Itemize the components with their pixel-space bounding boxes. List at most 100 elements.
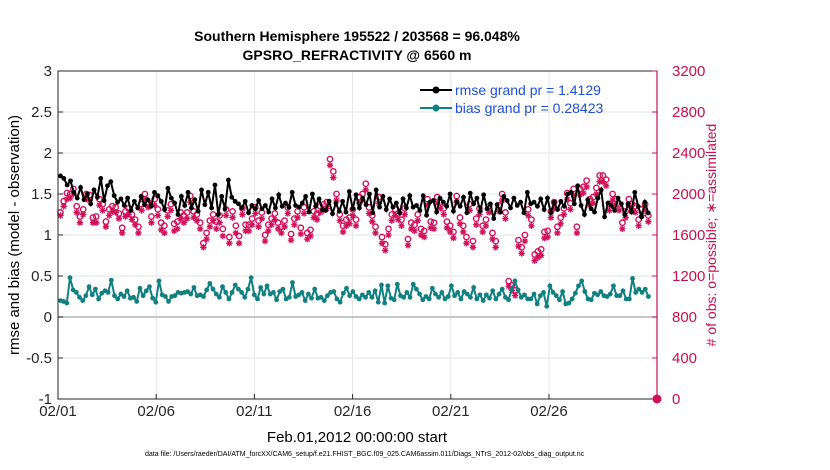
- rmse-point: [61, 176, 67, 181]
- rmse-point: [286, 204, 292, 210]
- obs-assimilated-marker: [144, 204, 152, 211]
- y2-tick-label: 1200: [672, 268, 705, 285]
- obs-assimilated-marker: [291, 221, 298, 228]
- bias-point: [496, 291, 502, 297]
- obs-assimilated-marker: [177, 215, 184, 222]
- obs-assimilated-marker: [395, 216, 402, 223]
- obs-assimilated-marker: [599, 178, 607, 185]
- obs-assimilated-marker: [242, 227, 249, 235]
- bias-point: [251, 292, 257, 298]
- obs-assimilated-marker: [196, 225, 204, 233]
- rmse-point: [561, 203, 567, 209]
- y-tick-label: 0: [44, 309, 52, 326]
- obs-assimilated-marker: [521, 237, 529, 245]
- obs-assimilated-marker: [391, 212, 399, 219]
- rmse-point: [262, 203, 268, 208]
- rmse-point: [155, 193, 161, 199]
- legend-bias-label: bias grand pr = 0.28423: [455, 100, 603, 116]
- obs-assimilated-marker: [372, 229, 379, 237]
- rmse-point: [333, 200, 339, 206]
- obs-assimilated-marker: [547, 214, 555, 221]
- bias-point: [210, 286, 216, 292]
- bias-point: [140, 293, 146, 299]
- obs-assimilated-marker: [112, 209, 119, 216]
- rmse-point: [518, 199, 524, 205]
- rmse-point: [541, 207, 547, 212]
- bias-point: [112, 293, 117, 299]
- rmse-point: [370, 210, 376, 216]
- obs-assimilated-marker: [216, 219, 223, 226]
- obs-assimilated-marker: [424, 202, 431, 209]
- bias-point: [105, 290, 111, 295]
- bias-point: [611, 283, 616, 289]
- bias-point: [290, 280, 295, 285]
- rmse-point: [175, 212, 181, 217]
- rmse-point: [336, 208, 342, 214]
- rmse-point: [602, 214, 607, 220]
- y-tick-label: 1: [44, 227, 52, 244]
- obs-assimilated-marker: [518, 250, 525, 257]
- obs-possible-marker: [596, 172, 604, 179]
- bias-point: [455, 290, 461, 295]
- rmse-point: [477, 208, 483, 214]
- bias-point: [436, 294, 442, 300]
- obs-assimilated-marker: [346, 220, 353, 227]
- obs-assimilated-marker: [466, 207, 473, 214]
- bias-point: [452, 293, 457, 299]
- bias-point: [264, 283, 270, 289]
- rmse-point: [152, 189, 157, 195]
- bias-point: [220, 284, 225, 290]
- bias-point: [477, 292, 483, 298]
- x-axis-ticks: 02/01 02/06 02/11 02/16 02/21 02/26: [39, 394, 568, 420]
- obs-possible-marker: [404, 235, 412, 243]
- obs-assimilated-marker: [645, 218, 652, 225]
- legend-rmse-marker: [432, 86, 440, 94]
- bias-point: [375, 299, 381, 305]
- obs-assimilated-marker: [274, 225, 282, 233]
- rmse-point: [299, 200, 305, 206]
- bias-point: [579, 278, 585, 284]
- obs-assimilated-marker: [164, 213, 171, 220]
- rmse-point: [608, 203, 614, 208]
- bias-point: [512, 278, 518, 284]
- bias-point: [245, 286, 251, 292]
- rmse-point: [642, 199, 648, 205]
- bias-point: [89, 292, 95, 298]
- obs-assimilated-marker: [79, 211, 87, 218]
- obs-assimilated-marker: [463, 240, 470, 247]
- rmse-point: [81, 197, 87, 203]
- rmse-point: [481, 192, 487, 198]
- obs-possible-marker: [203, 229, 211, 237]
- x-tick-label: 02/01: [39, 403, 77, 420]
- bias-point: [417, 291, 422, 297]
- obs-assimilated-marker: [63, 195, 71, 203]
- rmse-point: [464, 210, 470, 216]
- obs-possible-marker: [209, 211, 217, 218]
- rmse-point: [121, 203, 127, 208]
- bias-point: [162, 294, 168, 299]
- rmse-point: [232, 198, 238, 204]
- obs-possible-marker: [271, 210, 279, 217]
- bias-point: [493, 296, 499, 302]
- rmse-point: [377, 204, 382, 210]
- rmse-point: [209, 205, 214, 211]
- obs-possible-marker: [469, 237, 477, 245]
- obs-possible-marker: [378, 233, 386, 241]
- bias-point: [569, 296, 575, 302]
- obs-possible-marker: [261, 231, 269, 239]
- obs-assimilated-marker: [388, 217, 395, 224]
- rmse-point: [242, 198, 248, 204]
- x-axis-label: Feb.01,2012 00:00:00 start: [267, 429, 448, 446]
- bias-point: [363, 294, 368, 300]
- obs-assimilated-marker: [589, 200, 597, 207]
- obs-assimilated-marker: [265, 227, 272, 235]
- rmse-point: [316, 196, 322, 202]
- obs-assimilated-marker: [219, 232, 227, 240]
- obs-assimilated-marker: [174, 225, 181, 233]
- rmse-point: [313, 203, 319, 209]
- obs-assimilated-marker: [460, 228, 467, 236]
- y2-axis-ticks: 0 400 800 1200 1600 2000 2400 2800 3200: [652, 63, 705, 408]
- rmse-point: [568, 189, 574, 195]
- obs-assimilated-marker: [541, 234, 548, 242]
- bias-point: [366, 290, 372, 295]
